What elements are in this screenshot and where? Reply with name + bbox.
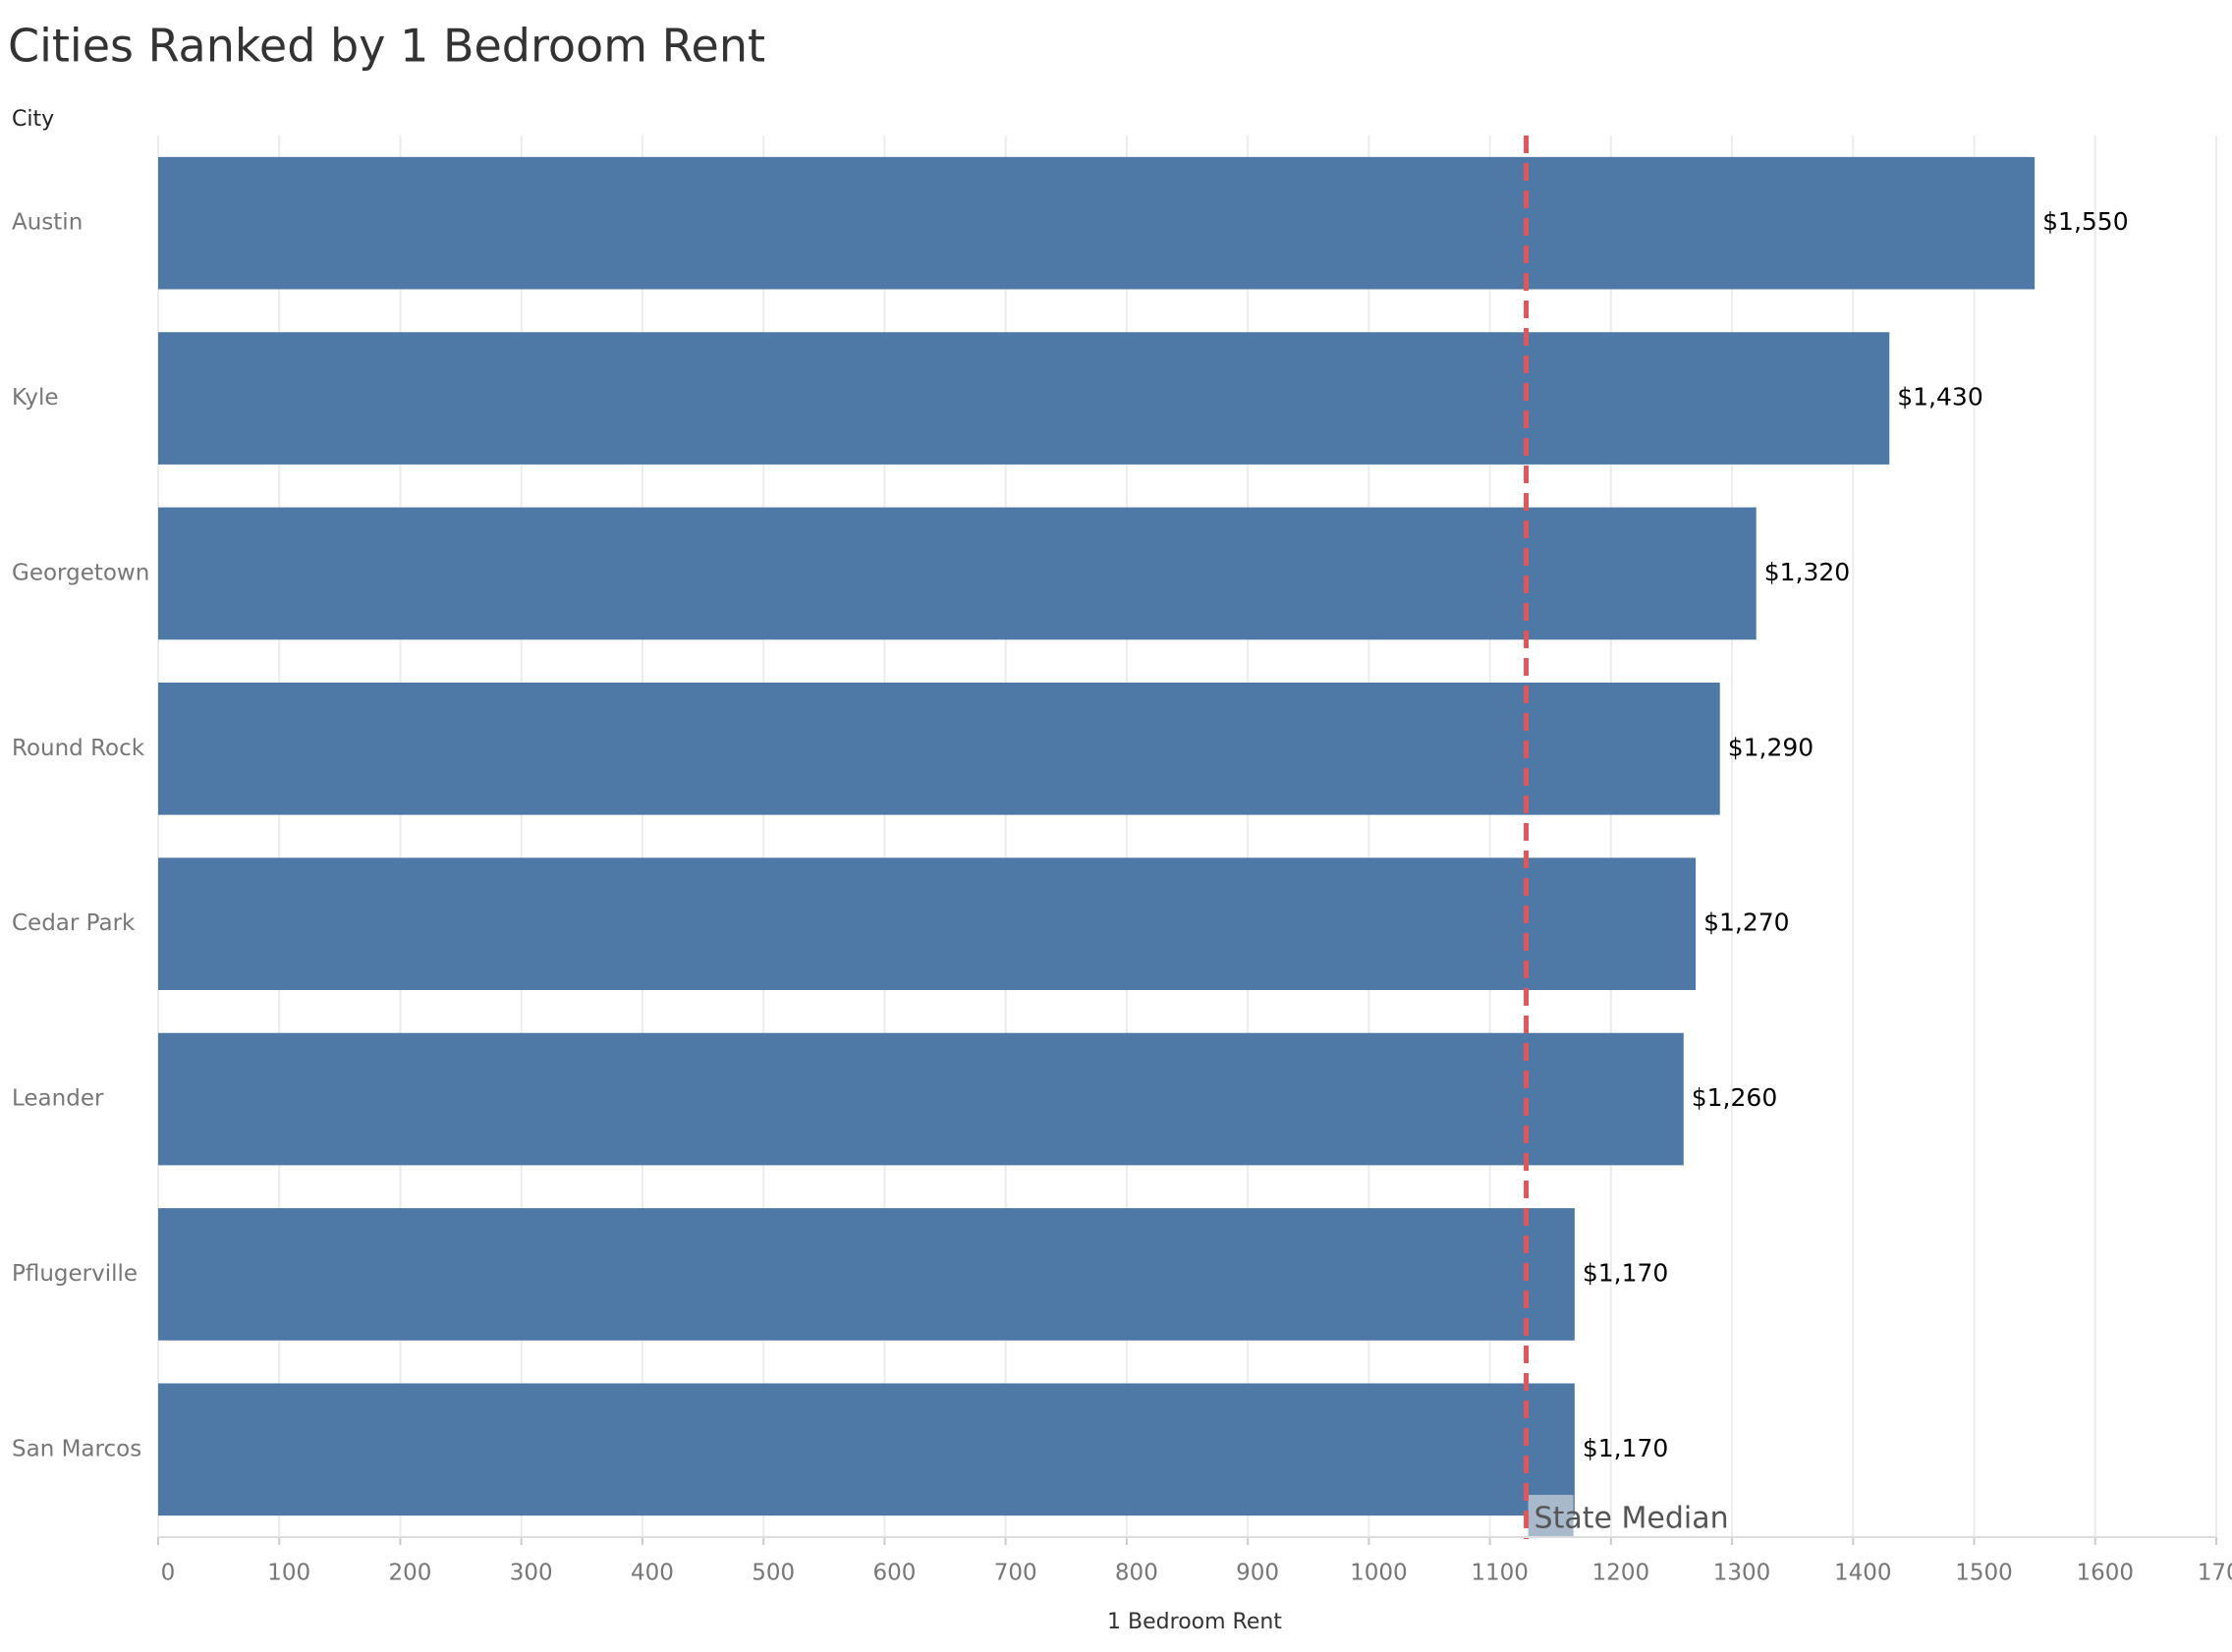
data-label: $1,430 (1897, 383, 1982, 412)
data-label: $1,320 (1764, 558, 1850, 586)
x-tick-label: 1100 (1471, 1561, 1529, 1586)
bar (158, 857, 1697, 991)
reference-label: State Median (1534, 1502, 1729, 1536)
y-tick-label: San Marcos (12, 1436, 141, 1461)
x-tick-label: 900 (1236, 1561, 1279, 1586)
x-tick-label: 0 (161, 1561, 176, 1586)
x-tick-label: 1500 (1955, 1561, 2013, 1586)
chart-title: Cities Ranked by 1 Bedroom Rent (8, 20, 765, 73)
x-tick-label: 1700 (2198, 1561, 2232, 1586)
x-tick-label: 500 (752, 1561, 795, 1586)
bar (158, 1383, 1575, 1516)
x-tick-label: 1400 (1834, 1561, 1892, 1586)
y-tick-label: Round Rock (12, 736, 145, 761)
x-tick-label: 600 (872, 1561, 916, 1586)
bar (158, 332, 1890, 465)
x-tick-label: 400 (631, 1561, 674, 1586)
annotation-box (1528, 1495, 1574, 1536)
x-tick-label: 1300 (1713, 1561, 1771, 1586)
x-tick-label: 100 (267, 1561, 310, 1586)
y-tick-label: Kyle (12, 385, 59, 411)
bar (158, 682, 1720, 815)
x-tick-label: 300 (510, 1561, 553, 1586)
y-tick-label: Austin (12, 210, 83, 236)
bar (158, 507, 1757, 640)
x-tick-label: 200 (389, 1561, 432, 1586)
y-tick-label: Cedar Park (12, 910, 136, 936)
x-tick-label: 700 (994, 1561, 1037, 1586)
y-axis-title: City (12, 107, 54, 132)
y-tick-label: Georgetown (12, 560, 149, 585)
data-label: $1,170 (1583, 1258, 1668, 1287)
x-tick-label: 800 (1115, 1561, 1158, 1586)
y-tick-label: Pflugerville (12, 1261, 138, 1287)
bar (158, 1208, 1575, 1341)
x-tick-label: 1600 (2076, 1561, 2134, 1586)
bar (158, 156, 2036, 290)
bar (158, 1032, 1684, 1166)
y-tick-label: Leander (12, 1086, 104, 1112)
data-label: $1,170 (1583, 1434, 1668, 1462)
data-label: $1,290 (1728, 733, 1814, 761)
x-tick-label: 1200 (1592, 1561, 1650, 1586)
x-tick-label: 1000 (1350, 1561, 1408, 1586)
x-axis-title: 1 Bedroom Rent (1107, 1610, 1282, 1634)
data-label: $1,260 (1692, 1083, 1777, 1112)
data-label: $1,270 (1703, 909, 1789, 937)
data-label: $1,550 (2042, 207, 2128, 236)
